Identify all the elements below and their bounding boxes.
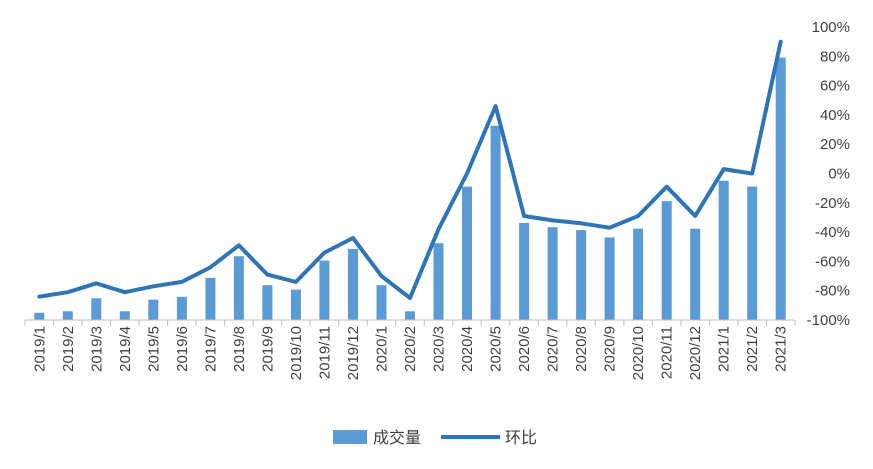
x-tick-label: 2019/3 — [88, 326, 105, 372]
x-tick-label: 2019/8 — [231, 326, 248, 372]
x-tick-label: 2020/10 — [630, 326, 647, 380]
x-tick-label: 2019/9 — [259, 326, 276, 372]
y2-tick-label: 40% — [820, 107, 850, 124]
x-tick-label: 2020/8 — [573, 326, 590, 372]
bar-series — [34, 57, 786, 321]
bar-2019/12 — [348, 248, 358, 320]
bar-2019/2 — [62, 311, 73, 320]
x-tick-label: 2020/5 — [488, 326, 505, 372]
bar-2021/1 — [718, 180, 729, 320]
x-tick-label: 2019/7 — [202, 326, 219, 372]
bar-2020/4 — [462, 186, 472, 320]
bar-2020/6 — [519, 222, 530, 320]
bar-2019/11 — [319, 260, 330, 320]
x-tick-label: 2020/4 — [459, 326, 476, 372]
x-tick-label: 2019/6 — [174, 326, 191, 372]
bar-2020/5 — [490, 125, 501, 320]
bar-2021/3 — [775, 57, 786, 320]
x-tick-label: 2019/1 — [31, 326, 48, 372]
x-tick-label: 2020/12 — [687, 326, 704, 380]
x-tick-label: 2020/2 — [402, 326, 419, 372]
x-tick-label: 2020/9 — [602, 326, 619, 372]
x-tick-label: 2019/11 — [316, 326, 333, 379]
bar-2019/6 — [176, 296, 187, 320]
legend: 成交量 环比 — [333, 428, 537, 447]
line-series — [37, 39, 783, 300]
bar-2020/8 — [576, 230, 587, 320]
y2-tick-label: -80% — [815, 283, 850, 300]
y2-tick-label: 80% — [820, 48, 850, 65]
bar-2020/9 — [604, 237, 615, 320]
y2-tick-label: 100% — [812, 19, 850, 36]
legend-label-line: 环比 — [505, 428, 537, 447]
x-tick-label: 2020/3 — [431, 326, 448, 372]
legend-swatch-bar — [333, 430, 367, 444]
x-tick-label: 2019/2 — [60, 326, 77, 372]
x-tick-label: 2020/1 — [373, 326, 390, 372]
bar-2019/5 — [148, 299, 159, 320]
bar-2020/7 — [547, 227, 558, 320]
bar-2019/8 — [233, 256, 244, 320]
y2-tick-label: 20% — [820, 136, 850, 153]
x-tick-label: 2020/11 — [659, 326, 676, 379]
x-tick-label: 2020/6 — [516, 326, 533, 372]
x-tick-label: 2019/4 — [117, 326, 134, 372]
bar-2020/11 — [661, 201, 672, 320]
bar-2020/12 — [690, 228, 701, 320]
x-tick-label: 2019/5 — [145, 326, 162, 372]
x-tick-label: 2020/7 — [545, 326, 562, 372]
bar-2021/2 — [747, 186, 758, 320]
y2-tick-label: -40% — [815, 224, 850, 241]
bar-2019/1 — [34, 312, 45, 321]
bar-2019/10 — [290, 289, 301, 320]
right-axis-ticks: 100% 80% 60% 40% 20% 0% -20% -40% -60% -80% -100% — [807, 19, 850, 329]
y2-tick-label: 0% — [828, 166, 850, 183]
x-tick-label: 2019/10 — [288, 326, 305, 380]
bar-2019/7 — [205, 277, 216, 320]
bar-2019/9 — [262, 285, 273, 320]
x-tick-label: 2021/3 — [773, 326, 790, 372]
x-tick-label: 2019/12 — [345, 326, 362, 380]
bar-2020/3 — [433, 243, 444, 320]
x-axis-ticks: 2019/1 2019/2 2019/3 2019/4 2019/5 2019/6 2019… — [24, 320, 796, 380]
bar-2019/3 — [91, 298, 102, 321]
legend-label-bar: 成交量 — [373, 428, 421, 447]
y2-tick-label: -100% — [807, 312, 850, 329]
bar-2020/10 — [633, 228, 644, 320]
bar-2020/2 — [405, 311, 415, 320]
y2-tick-label: 60% — [820, 78, 850, 95]
x-tick-label: 2021/1 — [716, 326, 733, 372]
y2-tick-label: -60% — [815, 253, 850, 270]
x-tick-label: 2021/2 — [744, 326, 761, 372]
bar-2020/1 — [376, 285, 387, 320]
bar-2019/4 — [119, 311, 130, 320]
y2-tick-label: -20% — [815, 195, 850, 212]
